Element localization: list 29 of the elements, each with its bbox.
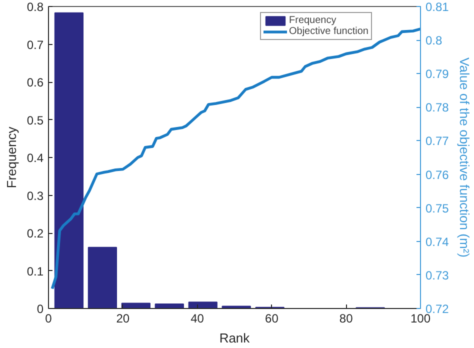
y-tick-label: 0.3 [26,188,44,203]
y-tick-label: 0.1 [26,264,44,278]
legend-label: Frequency [289,15,336,26]
y-tick-label: 0.5 [26,113,44,128]
y2-tick-label: 0.79 [426,67,450,82]
y2-tick-label: 0.74 [426,234,450,249]
y-tick-label: 0.2 [26,226,44,240]
x-tick-label: 0 [45,312,52,326]
y2-tick-label: 0.77 [426,134,450,148]
y2-tick-label: 0.8 [426,34,443,48]
y2-tick-label: 0.78 [426,100,450,115]
y2-axis-title: Value of the objective function (m²) [456,58,472,258]
y-axis-title: Frequency [4,126,19,188]
legend-label: Objective function [289,26,368,37]
y-tick-label: 0.7 [26,38,44,52]
y2-tick-label: 0.76 [426,168,450,182]
x-axis-title: Rank [219,330,250,346]
y2-tick-label: 0.81 [426,0,450,14]
y2-tick-label: 0.73 [426,268,450,282]
y-tick-label: 0.6 [26,76,44,90]
x-tick-label: 60 [265,312,279,326]
y-tick-label: 0.8 [26,0,44,14]
x-tick-label: 100 [410,312,431,326]
x-tick-label: 80 [339,312,354,326]
y-tick-label: 0 [36,302,44,316]
x-tick-label: 20 [116,312,130,326]
x-tick-label: 40 [190,312,204,326]
y2-tick-label: 0.75 [426,201,450,216]
y-tick-label: 0.4 [26,151,44,165]
